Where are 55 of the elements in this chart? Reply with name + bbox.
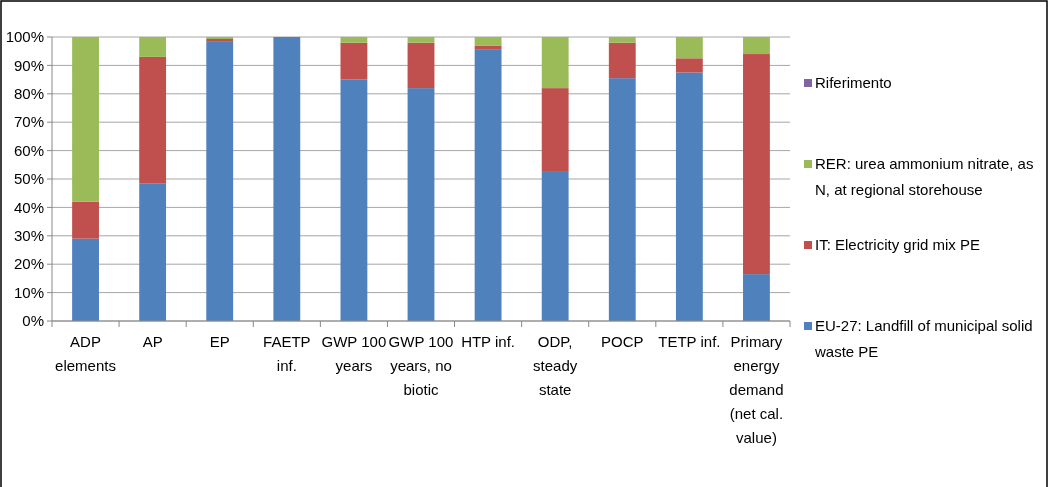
- bar: [273, 37, 301, 321]
- x-tick-label: FAETP inf.: [263, 333, 311, 374]
- bar: [743, 274, 770, 321]
- y-tick-label: 0%: [22, 312, 44, 330]
- bar: [474, 45, 502, 50]
- bar: [139, 37, 167, 57]
- bar: [474, 49, 502, 321]
- bar: [340, 37, 368, 43]
- bar: [743, 54, 770, 275]
- y-tick-label: 60%: [13, 141, 44, 159]
- bar: [340, 42, 368, 80]
- bar: [72, 238, 99, 321]
- legend-label: EU-27: Landfill of municipal solid waste PE: [814, 317, 1033, 360]
- bar: [743, 37, 770, 55]
- bar: [541, 88, 569, 172]
- y-tick-label: 50%: [13, 170, 44, 188]
- x-tick-label: ADP elements: [55, 333, 116, 374]
- x-tick-label: GWP 100 years: [321, 333, 387, 374]
- bar: [72, 201, 99, 239]
- bar: [541, 171, 569, 321]
- x-tick-label: GWP 100 years, no biotic: [388, 333, 454, 398]
- bar: [608, 42, 636, 79]
- bar: [206, 41, 234, 321]
- bar: [72, 37, 99, 202]
- y-tick-label: 20%: [13, 255, 44, 273]
- bar: [407, 37, 435, 43]
- y-tick-label: 90%: [13, 56, 44, 74]
- y-tick-label: 80%: [13, 85, 44, 103]
- x-tick-label: POCP: [601, 333, 644, 350]
- x-tick-label: TETP inf.: [658, 333, 721, 350]
- bar: [139, 56, 167, 184]
- x-tick-label: EP: [209, 333, 230, 350]
- y-tick-label: 100%: [5, 28, 44, 46]
- y-tick-label: 30%: [13, 227, 44, 245]
- y-tick-label: 70%: [13, 113, 44, 131]
- bar: [474, 37, 502, 46]
- y-tick-label: 10%: [13, 283, 44, 301]
- bar: [139, 183, 167, 321]
- bar: [340, 79, 368, 321]
- y-tick-label: 40%: [13, 198, 44, 216]
- bar: [608, 37, 636, 43]
- x-tick-label: Primary energy demand (net cal. value): [729, 333, 784, 446]
- legend-label: RER: urea ammonium nitrate, as N, at regional storehouse: [815, 155, 1034, 198]
- bar: [675, 58, 703, 73]
- x-tick-label: HTP inf.: [461, 333, 516, 350]
- x-tick-label: ODP, steady state: [533, 333, 578, 398]
- bar: [675, 37, 703, 59]
- bar: [675, 72, 703, 321]
- x-tick-label: AP: [142, 333, 163, 350]
- bar: [407, 42, 435, 89]
- bar: [541, 37, 569, 89]
- bar: [608, 78, 636, 321]
- legend-label: IT: Electricity grid mix PE: [815, 236, 981, 253]
- bar: [407, 88, 435, 321]
- legend-label: Riferimento: [815, 74, 892, 91]
